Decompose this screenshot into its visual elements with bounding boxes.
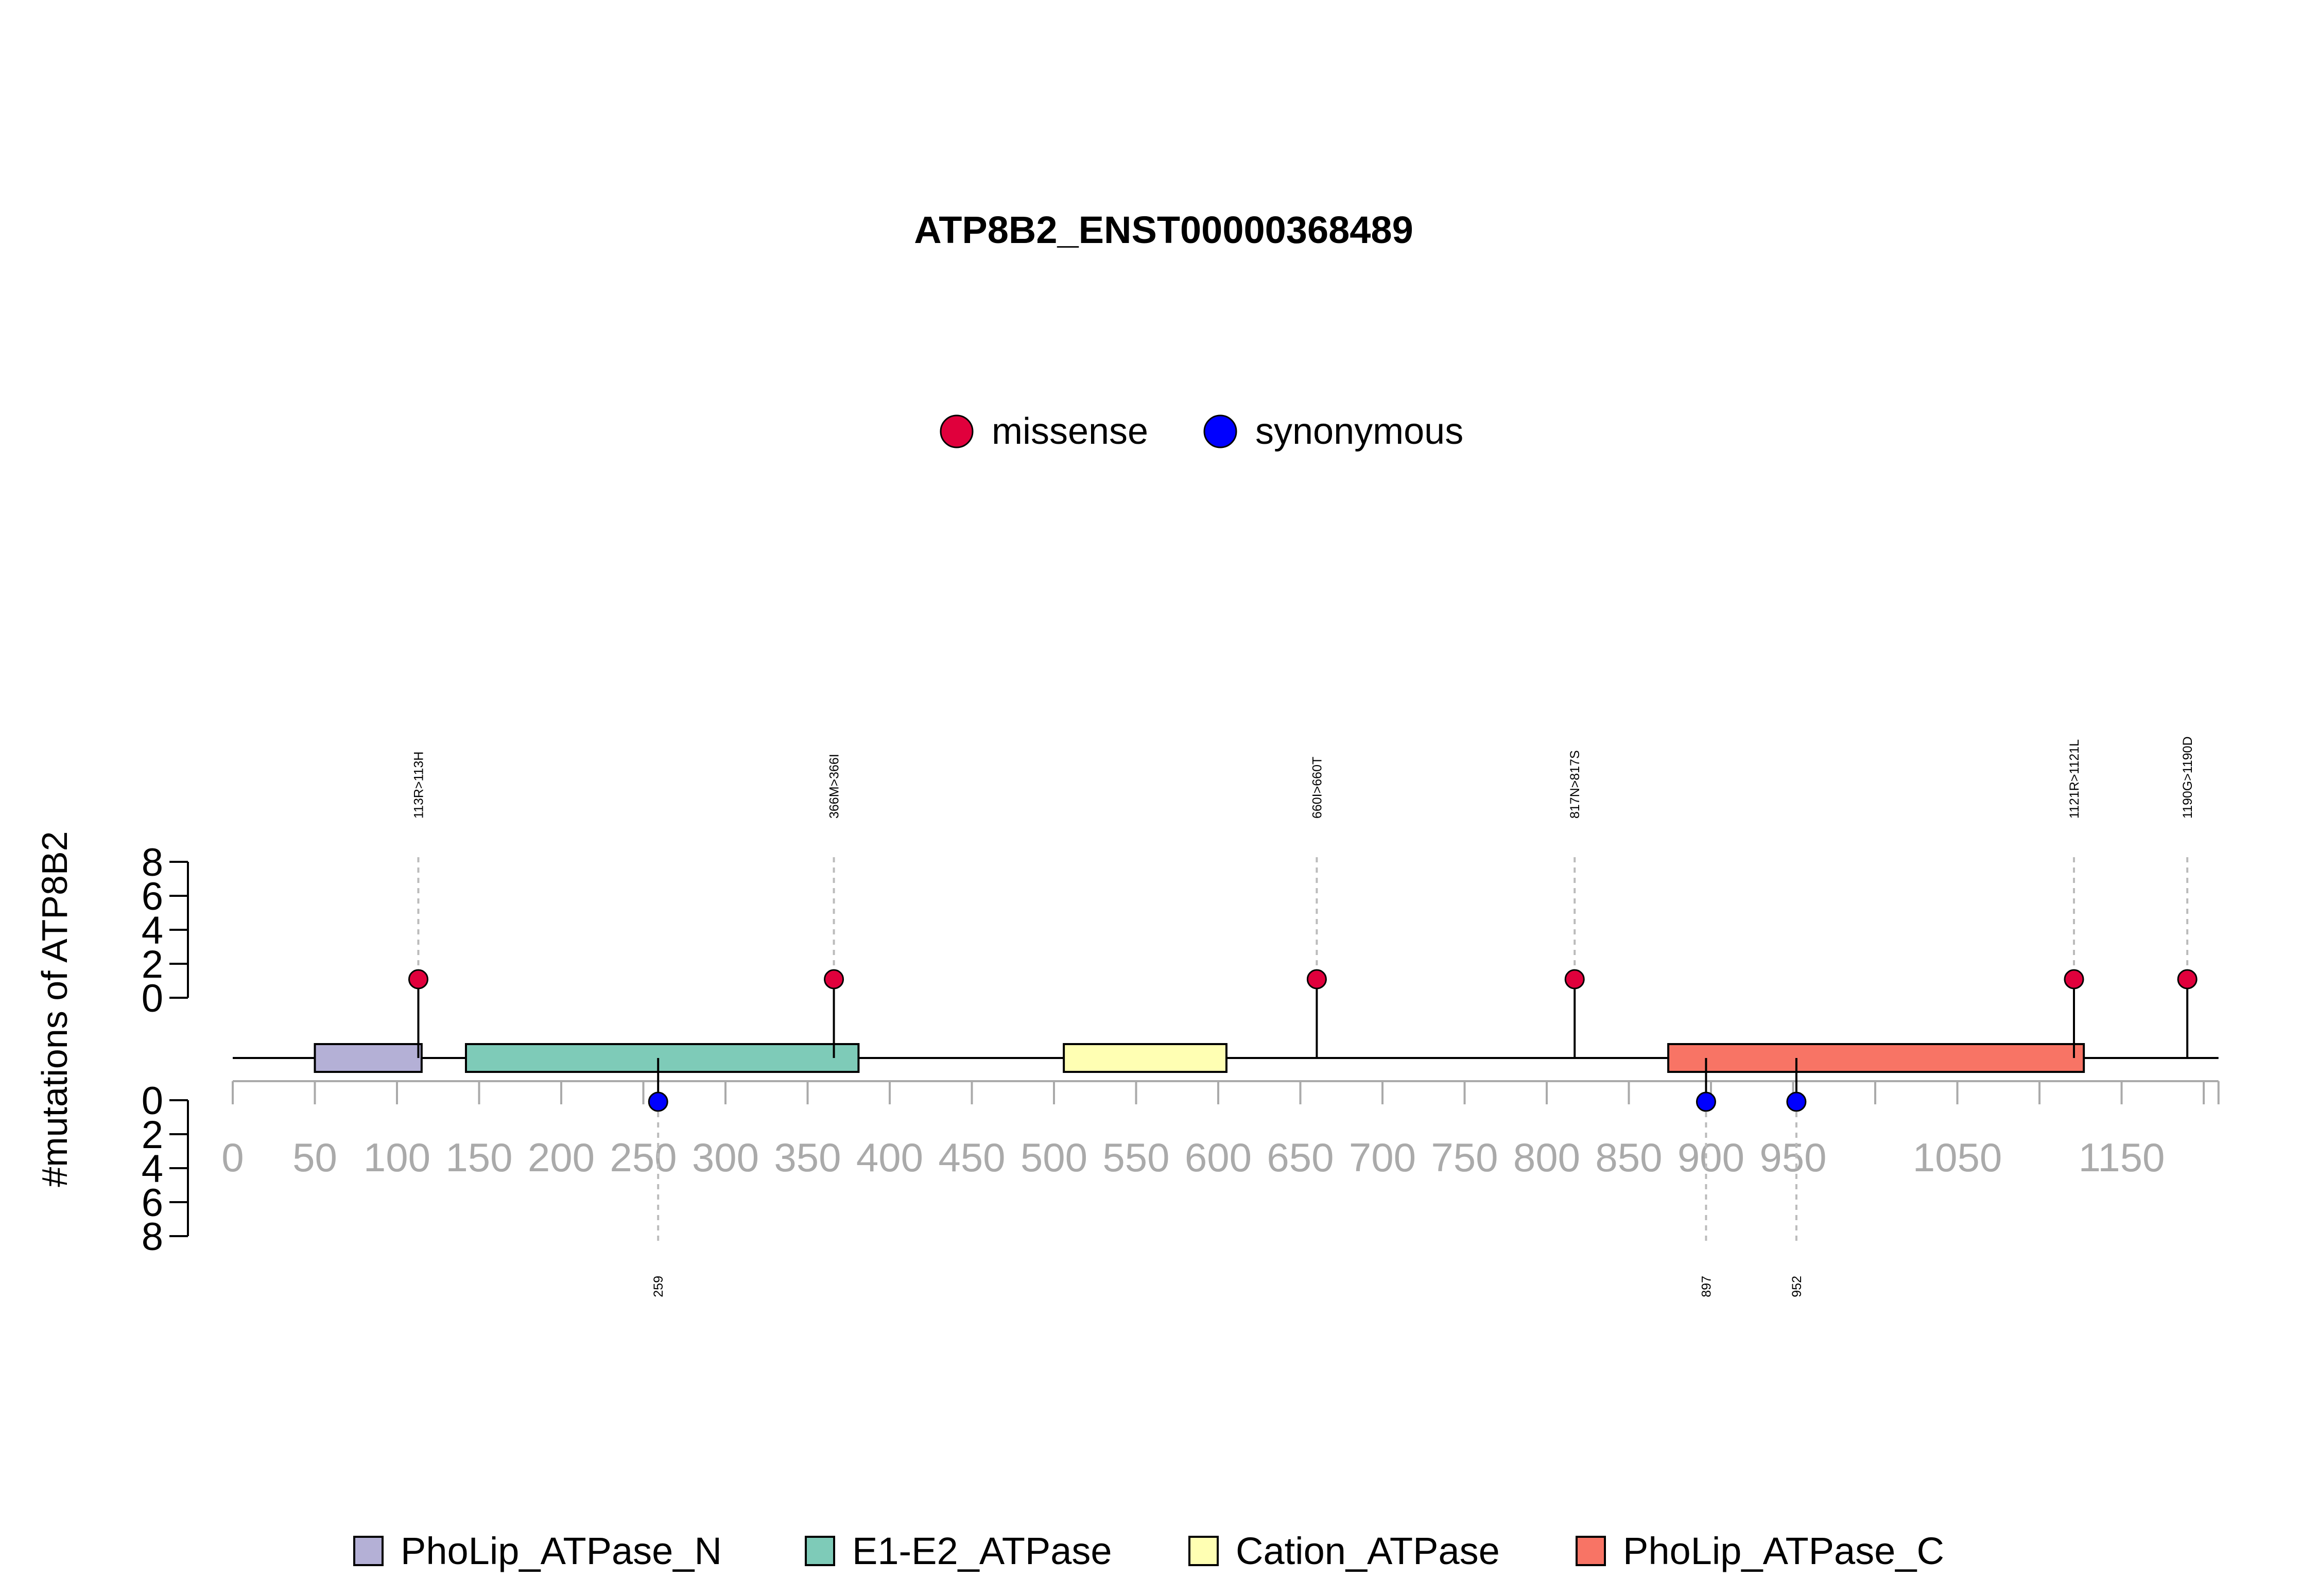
x-tick-label: 350 [774, 1135, 841, 1180]
domain-legend-label: PhoLip_ATPase_C [1623, 1530, 1944, 1572]
mutation-point [408, 969, 428, 990]
domain-legend: PhoLip_ATPase_N E1-E2_ATPase Cation_ATPase… [353, 1530, 1944, 1572]
mutation-point [2177, 969, 2198, 990]
mutation-label: 952 [1790, 1276, 1804, 1297]
x-tick-label: 50 [292, 1135, 337, 1180]
x-tick-label: 300 [692, 1135, 759, 1180]
x-tick-label: 1150 [2079, 1135, 2165, 1180]
mutation-legend: missense synonymous [940, 411, 1463, 452]
x-tick-label: 800 [1513, 1135, 1580, 1180]
x-tick-label: 550 [1102, 1135, 1169, 1180]
x-tick-label: 100 [364, 1135, 430, 1180]
y-upper-tick-label: 2 [142, 943, 163, 986]
y-lower-tick-label: 6 [142, 1181, 163, 1225]
mutation-point [1696, 1091, 1716, 1112]
mutations: 113R>113H 366M>366I 660I>660T 817N>817S 1121… [408, 736, 2198, 1297]
x-tick-label: 400 [856, 1135, 923, 1180]
domain-PhoLip_ATPase_N [314, 1043, 423, 1073]
y-lower-tick-label: 8 [142, 1215, 163, 1259]
x-tick-label: 650 [1267, 1135, 1334, 1180]
domain-legend-label: E1-E2_ATPase [852, 1530, 1112, 1572]
domain-PhoLip_ATPase_C [1667, 1043, 2085, 1073]
x-tick-label: 0 [221, 1135, 244, 1180]
y-lower-tick-label: 4 [142, 1147, 163, 1191]
mutation-label: 259 [651, 1276, 666, 1297]
mutation-label: 113R>113H [411, 752, 426, 819]
mutation-label: 897 [1699, 1276, 1714, 1297]
x-tick-label: 600 [1185, 1135, 1252, 1180]
x-tick-label: 1050 [1913, 1135, 2002, 1180]
x-tick-label: 450 [938, 1135, 1005, 1180]
y-axis-label: #mutations of ATP8B2 [34, 831, 75, 1187]
domain-E1-E2_ATPase [464, 1043, 860, 1073]
y-upper-tick-label: 6 [142, 875, 163, 918]
x-tick-label: 900 [1678, 1135, 1744, 1180]
mutation-point [824, 969, 844, 990]
y-upper-tick-label: 8 [142, 841, 163, 884]
x-tick-label: 500 [1021, 1135, 1087, 1180]
mutation-label: 1190G>1190D [2181, 736, 2195, 819]
legend-marker-synonymous [1203, 414, 1237, 448]
legend-marker-missense [940, 414, 974, 448]
mutation-label: 1121R>1121L [2067, 739, 2082, 819]
legend-label-missense: missense [992, 411, 1148, 452]
y-upper-tick-label: 0 [142, 977, 163, 1020]
x-tick-label: 700 [1349, 1135, 1416, 1180]
mutation-point [1564, 969, 1585, 990]
y-lower-tick-label: 0 [142, 1079, 163, 1123]
mutation-label: 817N>817S [1568, 750, 1582, 819]
mutation-point [1786, 1091, 1807, 1112]
mutation-label: 660I>660T [1310, 757, 1324, 819]
mutation-point [2064, 969, 2084, 990]
domain-legend-swatch [805, 1536, 835, 1566]
y-upper-tick-label: 4 [142, 909, 163, 952]
x-tick-label: 850 [1595, 1135, 1662, 1180]
domain-legend-label: PhoLip_ATPase_N [401, 1530, 722, 1572]
x-tick-label: 250 [610, 1135, 677, 1180]
legend-label-synonymous: synonymous [1255, 411, 1463, 452]
mutation-point [1306, 969, 1327, 990]
x-axis: 0 50 100 150 200 250 300 350 400 450 500 550 600 650 7… [221, 1080, 2220, 1180]
domain-legend-swatch [1188, 1536, 1219, 1566]
x-tick-label: 750 [1431, 1135, 1498, 1180]
domain-legend-swatch [353, 1536, 384, 1566]
x-tick-label: 200 [528, 1135, 595, 1180]
domain-legend-swatch [1576, 1536, 1606, 1566]
x-tick-label: 950 [1759, 1135, 1826, 1180]
domain-legend-label: Cation_ATPase [1236, 1530, 1500, 1572]
y-lower-tick-label: 2 [142, 1113, 163, 1157]
mutation-label: 366M>366I [827, 754, 842, 819]
mutation-point [648, 1091, 668, 1112]
chart-title: ATP8B2_ENST00000368489 [914, 209, 1413, 251]
x-tick-label: 150 [445, 1135, 512, 1180]
domain-Cation_ATPase [1063, 1043, 1227, 1073]
domains [314, 1043, 2085, 1073]
